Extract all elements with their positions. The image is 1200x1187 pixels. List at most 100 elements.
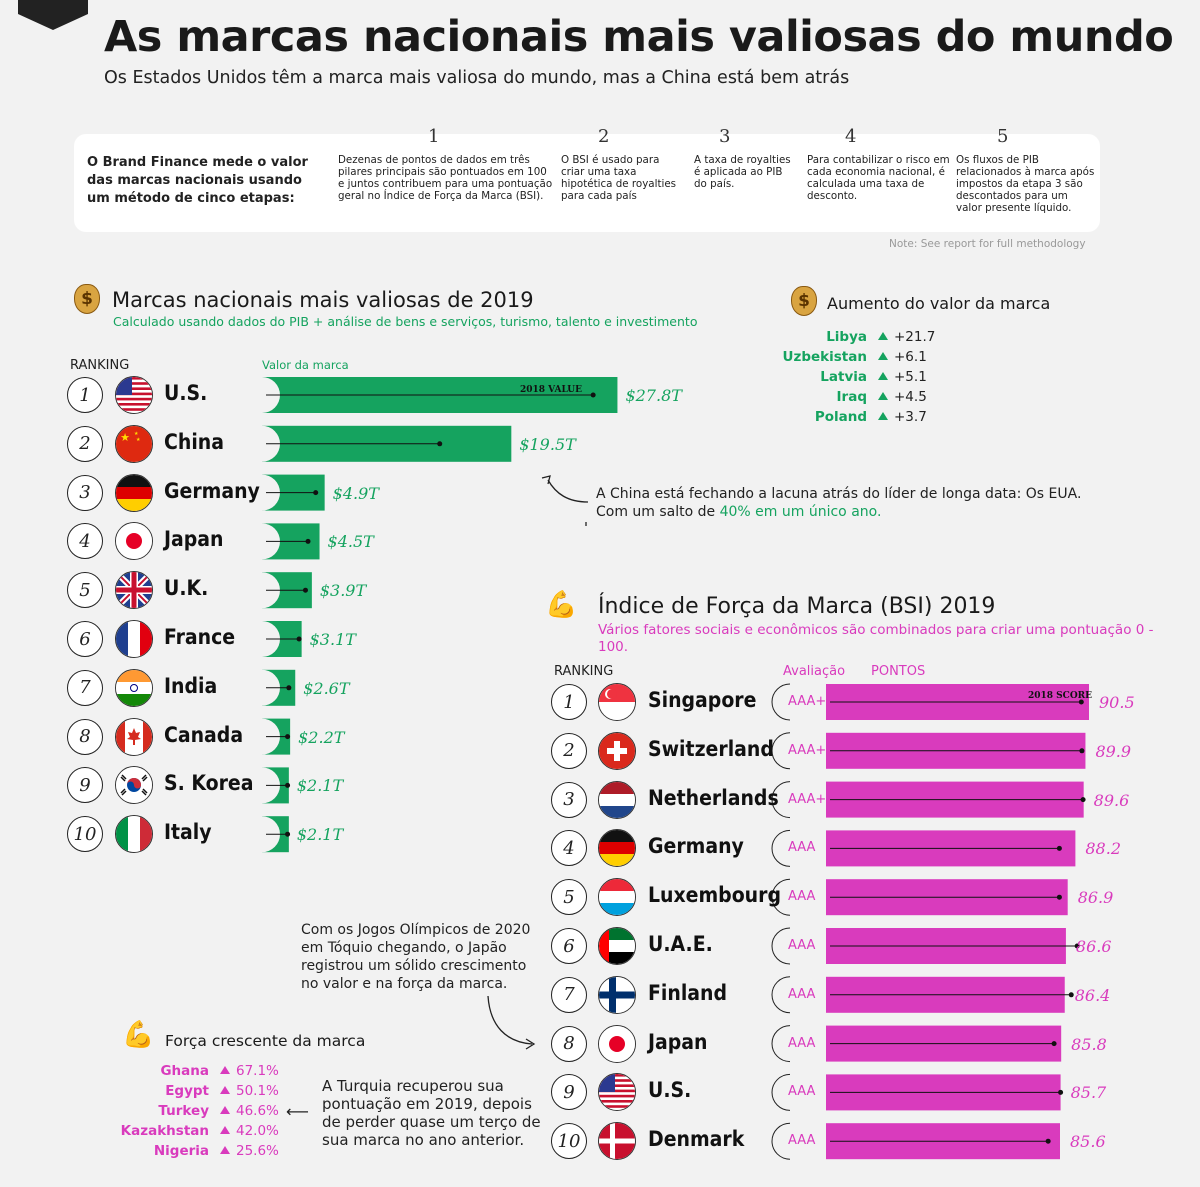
- country-name: France: [164, 625, 236, 649]
- value-bar-group: [262, 377, 618, 413]
- bsi-bar-group: [771, 878, 1068, 916]
- country-name: Denmark: [648, 1127, 745, 1152]
- value-label: $4.9T: [332, 483, 379, 503]
- rating-label: AAA: [788, 938, 816, 953]
- strength-country: Nigeria: [153, 1143, 209, 1159]
- up-triangle-icon: [220, 1106, 230, 1114]
- china-annotation-highlight: 40% em um único ano.: [719, 504, 882, 520]
- country-name: Germany: [164, 478, 260, 503]
- bsi-2018-marker: [1079, 748, 1085, 754]
- flag-icon: [115, 717, 153, 756]
- rank-circle: 5: [67, 572, 103, 609]
- step-5-text: Os fluxos de PIB relacionados à marca ap…: [956, 154, 1095, 214]
- bsi-bar-group: [771, 976, 1074, 1014]
- rating-label: AAA: [788, 986, 816, 1002]
- value-bar-group: [262, 669, 296, 706]
- rating-label: AAA+: [788, 694, 827, 709]
- step-2-text: O BSI é usado para criar uma taxa hipoté…: [561, 154, 677, 202]
- bsi-bar-group: [771, 1122, 1060, 1160]
- bsi-2018-marker: [1078, 699, 1084, 705]
- strength-country: Turkey: [158, 1103, 209, 1119]
- country-name: Germany: [648, 834, 744, 859]
- rating-bracket: [771, 781, 791, 819]
- flag-icon: [598, 780, 636, 819]
- rank-circle: 1: [67, 377, 103, 413]
- rating-bracket: [771, 829, 791, 867]
- bsi-section-title: Índice de Força da Marca (BSI) 2019: [598, 594, 996, 619]
- strength-country: Egypt: [165, 1083, 209, 1099]
- value-label: $2.1T: [296, 825, 344, 845]
- rank-circle: 2: [551, 732, 587, 769]
- gain-country: Iraq: [836, 389, 867, 405]
- country-name: Italy: [164, 820, 212, 845]
- strength-value: 46.6%: [220, 1103, 279, 1119]
- gains-section-title: Aumento do valor da marca: [827, 294, 1051, 313]
- country-name: Luxembourg: [648, 883, 781, 908]
- country-name: U.K.: [164, 576, 209, 601]
- rank-circle: 7: [551, 976, 587, 1013]
- rating-label: AAA: [788, 1035, 816, 1051]
- rank-circle: 6: [551, 928, 587, 964]
- step-3-number: 3: [719, 126, 731, 147]
- rating-label: AAA+: [788, 791, 827, 807]
- china-annotation-arrow: [541, 475, 589, 526]
- step-2-number: 2: [598, 126, 610, 147]
- flag-icon: [115, 522, 153, 561]
- value-bar-group: [262, 523, 320, 560]
- flag-icon: [598, 878, 636, 917]
- flag-icon: [115, 815, 153, 854]
- up-triangle-icon: [878, 392, 888, 400]
- flag-icon: [598, 975, 636, 1014]
- rank-circle: 4: [67, 523, 103, 560]
- rank-circle: 6: [67, 621, 103, 657]
- flexed-biceps-icon: 💪: [122, 1020, 155, 1050]
- bsi-2018-marker: [1080, 797, 1086, 803]
- step-1-number: 1: [428, 126, 440, 147]
- country-name: Finland: [648, 980, 728, 1005]
- value-2018-marker: [313, 490, 319, 496]
- value-2018-marker: [296, 636, 302, 642]
- rating-bracket: [771, 927, 791, 965]
- value-label: $2.2T: [298, 727, 345, 747]
- gain-value-text: +3.7: [894, 409, 927, 425]
- gain-value: +5.1: [878, 369, 927, 385]
- gain-value: +21.7: [878, 329, 935, 345]
- page-subtitle: Os Estados Unidos têm a marca mais valio…: [104, 68, 850, 88]
- bsi-bar-group: [771, 1025, 1062, 1063]
- strength-value-text: 46.6%: [236, 1103, 279, 1119]
- value-label: $2.6T: [303, 678, 350, 698]
- value-ranking-label: RANKING: [70, 358, 130, 373]
- gain-country: Libya: [826, 329, 867, 345]
- money-bag-icon: $: [74, 284, 100, 314]
- rating-bracket: [771, 1073, 791, 1111]
- country-name: U.S.: [164, 381, 208, 405]
- value-2018-marker: [437, 441, 443, 447]
- value-chart: 2018 VALUE: [262, 377, 618, 853]
- flag-icon: [598, 1073, 636, 1112]
- value-label: $3.1T: [309, 630, 356, 649]
- bsi-value-label: 89.9: [1095, 741, 1132, 761]
- gain-value: +6.1: [878, 349, 927, 365]
- up-triangle-icon: [878, 352, 888, 360]
- bsi-2018-marker: [1045, 1138, 1051, 1144]
- strength-value: 42.0%: [220, 1123, 279, 1139]
- bsi-bar-group: [771, 732, 1086, 770]
- value-label: $4.5T: [327, 532, 374, 552]
- rank-circle: 3: [551, 781, 587, 818]
- bsi-2018-marker: [1051, 1041, 1057, 1047]
- bsi-section-subtitle: Vários fatores sociais e econômicos são …: [598, 622, 1154, 655]
- bsi-bar-group: [771, 829, 1076, 867]
- methodology-note: Note: See report for full methodology: [889, 238, 1086, 250]
- value-bar-group: [262, 474, 325, 511]
- bsi-value-label: 85.7: [1070, 1083, 1107, 1103]
- country-name: U.A.E.: [648, 932, 713, 956]
- bsi-rating-label: Avaliação: [783, 664, 846, 679]
- value-label: $19.5T: [519, 434, 576, 454]
- turkey-annotation: A Turquia recuperou sua pontuação em 201…: [322, 1077, 541, 1149]
- bsi-2018-marker: [1058, 1089, 1064, 1095]
- country-name: Netherlands: [648, 785, 779, 810]
- gain-country: Uzbekistan: [782, 349, 867, 365]
- up-triangle-icon: [878, 412, 888, 420]
- bsi-2018-marker: [1056, 845, 1062, 851]
- strength-value-text: 50.1%: [236, 1083, 279, 1099]
